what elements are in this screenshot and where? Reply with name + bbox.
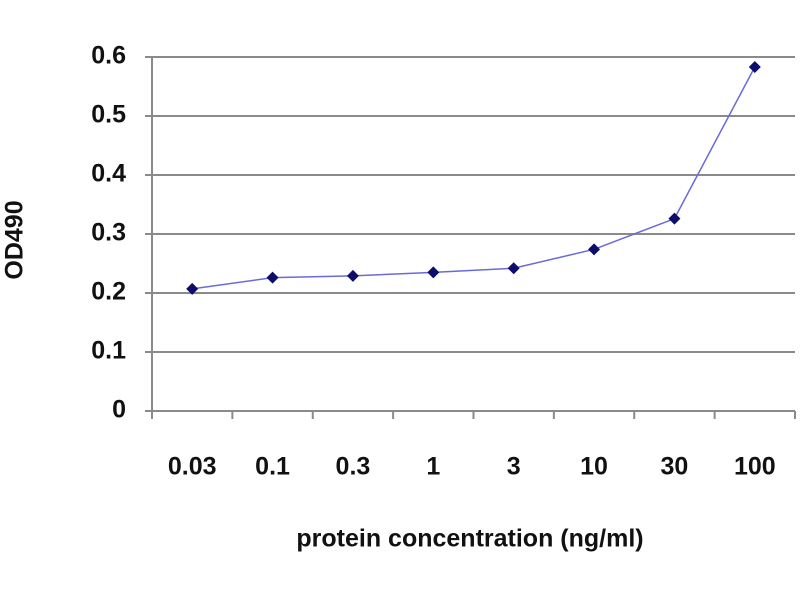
x-tick-label: 0.1 xyxy=(255,453,290,481)
data-point xyxy=(668,212,681,225)
data-point xyxy=(507,262,520,275)
x-tick-label: 0.03 xyxy=(168,453,217,481)
data-point xyxy=(748,61,761,74)
y-tick-label: 0.5 xyxy=(91,101,126,129)
data-point xyxy=(266,271,279,284)
data-point xyxy=(588,243,601,256)
data-point xyxy=(186,282,199,295)
y-tick-label: 0.4 xyxy=(91,160,126,188)
y-tick-label: 0.1 xyxy=(91,337,126,365)
x-tick-label: 30 xyxy=(661,453,689,481)
data-line xyxy=(192,66,756,290)
x-tick-label: 100 xyxy=(734,453,776,481)
x-tick-label: 0.3 xyxy=(336,453,371,481)
y-tick-label: 0.2 xyxy=(91,278,126,306)
x-axis-label: protein concentration (ng/ml) xyxy=(296,525,643,553)
y-tick-label: 0.3 xyxy=(91,219,126,247)
y-tick-label: 0.6 xyxy=(91,42,126,70)
x-tick-label: 1 xyxy=(426,453,440,481)
y-tick-label: 0 xyxy=(112,396,126,424)
data-point xyxy=(427,266,440,279)
y-axis-label: OD490 xyxy=(1,200,29,279)
x-tick-label: 3 xyxy=(507,453,521,481)
data-point xyxy=(346,269,359,282)
x-tick-label: 10 xyxy=(580,453,608,481)
